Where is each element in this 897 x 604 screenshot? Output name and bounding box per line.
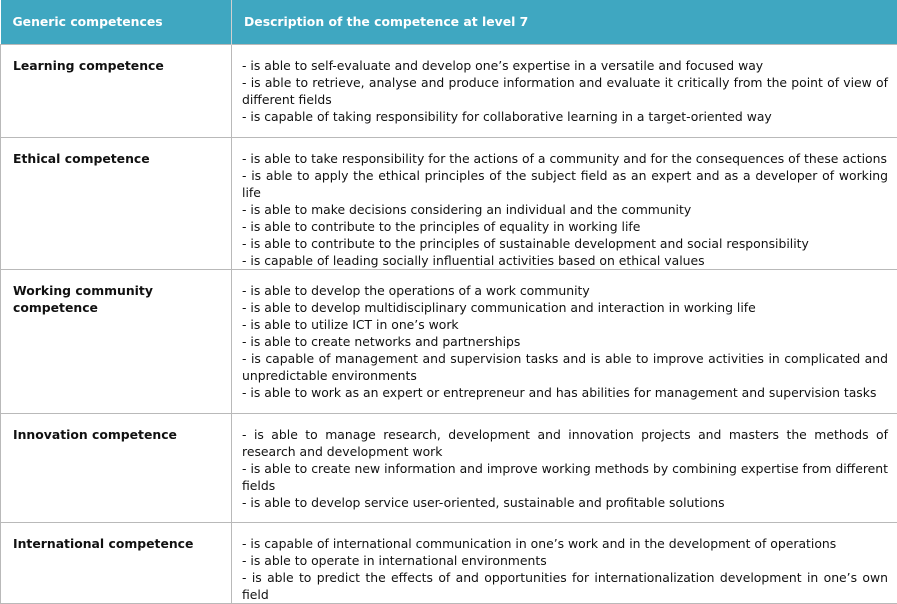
description-item: - is able to utilize ICT in one’s work <box>242 316 888 333</box>
header-row: Generic competences Description of the c… <box>1 0 897 44</box>
description-item: - is able to self-evaluate and develop o… <box>242 57 888 74</box>
description-item: - is able to work as an expert or entrep… <box>242 384 888 401</box>
header-cell: Description of the competence at level 7 <box>232 0 897 44</box>
description-item: - is able to operate in international en… <box>242 552 888 569</box>
table-row: Ethical competence - is able to take resp… <box>1 137 897 269</box>
competence-cell: Innovation competence <box>1 413 232 522</box>
description-item: - is able to create networks and partner… <box>242 333 888 350</box>
description-item: - is able to develop service user-orient… <box>242 494 888 511</box>
table-row: Innovation competence - is able to manage… <box>1 413 897 522</box>
description-cell: - is able to develop the operations of a… <box>232 269 897 413</box>
description-item: - is able to predict the effects of and … <box>242 569 888 603</box>
description-item: - is capable of leading socially influen… <box>242 252 888 269</box>
header-cell: Generic competences <box>1 0 232 44</box>
description-cell: - is capable of international communicat… <box>232 522 897 603</box>
competence-cell: International competence <box>1 522 232 603</box>
table-row: International competence - is capable of … <box>1 522 897 603</box>
table-row: Learning competence - is able to self-eva… <box>1 44 897 137</box>
competence-cell: Working community competence <box>1 269 232 413</box>
description-item: - is able to take responsibility for the… <box>242 150 888 167</box>
description-item: - is able to create new information and … <box>242 460 888 494</box>
description-item: - is able to develop multidisciplinary c… <box>242 299 888 316</box>
competence-cell: Learning competence <box>1 44 232 137</box>
description-cell: - is able to self-evaluate and develop o… <box>232 44 897 137</box>
description-item: - is capable of international communicat… <box>242 535 888 552</box>
description-item: - is able to apply the ethical principle… <box>242 167 888 201</box>
description-item: - is able to contribute to the principle… <box>242 235 888 252</box>
description-item: - is able to retrieve, analyse and produ… <box>242 74 888 108</box>
table-header: Generic competences Description of the c… <box>1 0 897 44</box>
description-item: - is capable of management and supervisi… <box>242 350 888 384</box>
description-item: - is able to make decisions considering … <box>242 201 888 218</box>
description-item: - is capable of taking responsibility fo… <box>242 108 888 125</box>
description-item: - is able to manage research, developmen… <box>242 426 888 460</box>
table-row: Working community competence - is able to… <box>1 269 897 413</box>
description-cell: - is able to manage research, developmen… <box>232 413 897 522</box>
description-item: - is able to contribute to the principle… <box>242 218 888 235</box>
description-item: - is able to develop the operations of a… <box>242 282 888 299</box>
table-body: Learning competence - is able to self-eva… <box>1 44 897 603</box>
description-cell: - is able to take responsibility for the… <box>232 137 897 269</box>
competence-cell: Ethical competence <box>1 137 232 269</box>
